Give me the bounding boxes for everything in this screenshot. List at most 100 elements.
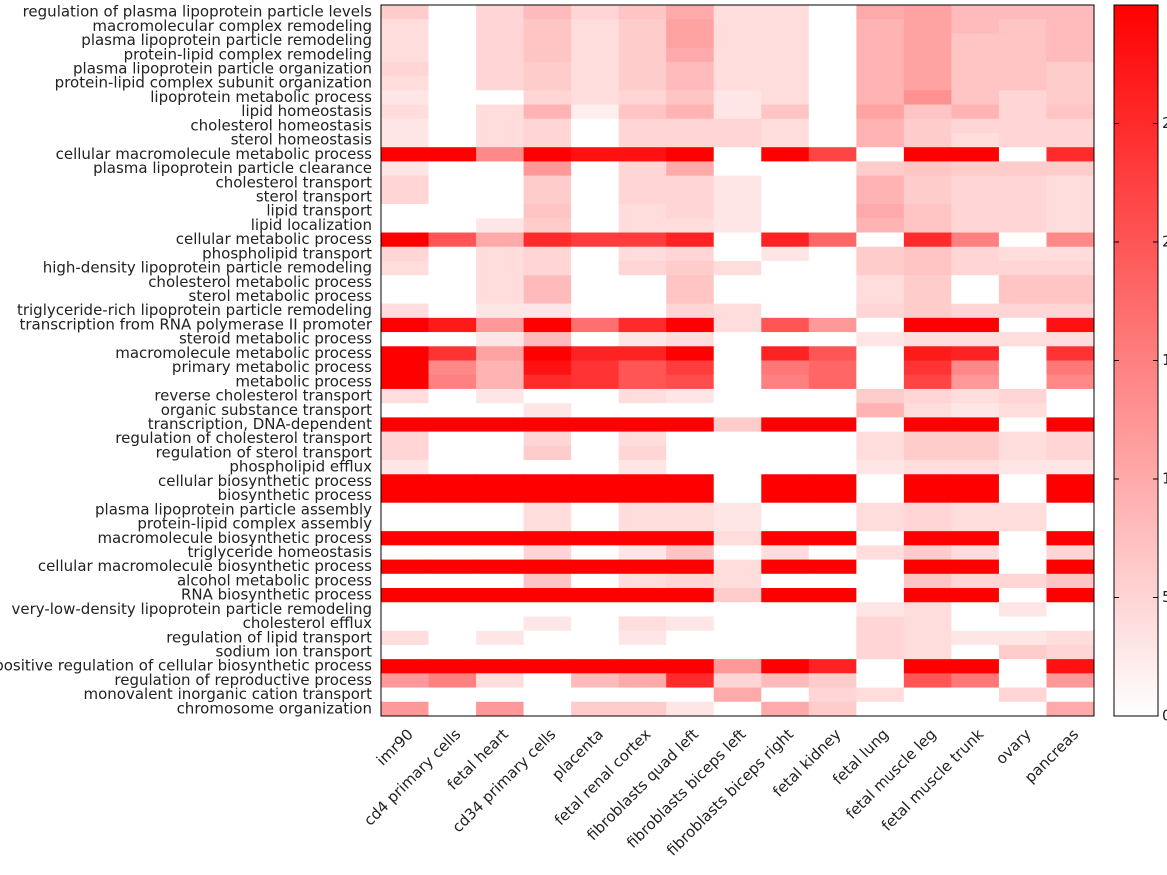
heatmap-cell xyxy=(761,545,810,561)
heatmap-cell xyxy=(476,118,525,134)
heatmap-cell xyxy=(476,516,525,532)
heatmap-cell xyxy=(381,147,430,162)
heatmap-cell xyxy=(761,118,810,134)
heatmap-cell xyxy=(761,19,810,34)
heatmap-cell xyxy=(713,616,762,632)
heatmap-cell xyxy=(666,630,715,646)
heatmap-cell xyxy=(571,431,620,447)
heatmap-cell xyxy=(713,360,762,376)
heatmap-cell xyxy=(998,403,1047,418)
heatmap-cell xyxy=(666,104,715,120)
row-label: regulation of plasma lipoprotein particl… xyxy=(23,3,373,21)
heatmap-cell xyxy=(381,616,430,632)
heatmap-cell xyxy=(856,104,905,120)
heatmap-cell xyxy=(856,360,905,376)
row-label: lipid homeostasis xyxy=(241,102,372,120)
heatmap-cell xyxy=(951,90,1000,106)
heatmap-cell xyxy=(571,332,620,347)
heatmap-cell xyxy=(523,61,572,77)
heatmap-cell xyxy=(666,588,715,603)
heatmap-cell xyxy=(428,502,477,518)
heatmap-cell xyxy=(808,204,857,219)
heatmap-cell xyxy=(761,445,810,461)
heatmap-cell xyxy=(666,502,715,518)
heatmap-cell xyxy=(808,445,857,461)
heatmap-cell xyxy=(618,502,667,518)
heatmap-cell xyxy=(428,76,477,91)
heatmap-cell xyxy=(476,630,525,646)
heatmap-cell xyxy=(381,47,430,63)
heatmap-cell xyxy=(523,673,572,689)
heatmap-cell xyxy=(761,602,810,617)
colorbar-tick-label: 20 xyxy=(1162,233,1167,251)
heatmap-cell xyxy=(618,346,667,361)
heatmap-cell xyxy=(523,502,572,518)
heatmap-cell xyxy=(428,19,477,34)
heatmap-cell xyxy=(903,289,952,305)
heatmap-cell xyxy=(713,232,762,248)
heatmap-cell xyxy=(666,218,715,234)
heatmap-cell xyxy=(571,701,620,717)
heatmap-cell xyxy=(1046,616,1095,632)
heatmap-cell xyxy=(903,104,952,120)
colorbar-tick-label: 0 xyxy=(1162,707,1167,725)
heatmap-cell xyxy=(618,559,667,575)
heatmap-cell xyxy=(903,189,952,205)
heatmap-cell xyxy=(523,161,572,177)
heatmap-cell xyxy=(951,104,1000,120)
heatmap-cell xyxy=(381,289,430,305)
heatmap-cell xyxy=(856,218,905,234)
heatmap-cell xyxy=(1046,460,1095,475)
row-label: sterol homeostasis xyxy=(231,131,372,149)
heatmap-cell xyxy=(1046,5,1095,20)
heatmap-cell xyxy=(523,460,572,475)
heatmap-cell xyxy=(571,33,620,49)
heatmap-cell xyxy=(903,147,952,162)
heatmap-cell xyxy=(666,445,715,461)
heatmap-cell xyxy=(761,76,810,91)
heatmap-cell xyxy=(856,673,905,689)
heatmap-cell xyxy=(666,687,715,703)
heatmap-cell xyxy=(808,630,857,646)
heatmap-cell xyxy=(761,289,810,305)
heatmap-cell xyxy=(951,76,1000,91)
heatmap-cell xyxy=(381,204,430,219)
heatmap-cell xyxy=(998,602,1047,617)
heatmap-cell xyxy=(761,673,810,689)
heatmap-cell xyxy=(381,346,430,361)
heatmap-cell xyxy=(523,232,572,248)
row-label: sterol metabolic process xyxy=(189,287,373,305)
heatmap-cell xyxy=(856,246,905,262)
row-label: regulation of reproductive process xyxy=(114,671,372,689)
heatmap-cell xyxy=(998,5,1047,20)
row-label: transcription from RNA polymerase II pro… xyxy=(20,315,373,333)
heatmap-cell xyxy=(618,659,667,674)
heatmap-cell xyxy=(618,246,667,262)
heatmap-cell xyxy=(903,132,952,148)
heatmap-cell xyxy=(856,374,905,390)
heatmap-cell xyxy=(713,104,762,120)
heatmap-cell xyxy=(428,317,477,333)
heatmap-cell xyxy=(903,161,952,177)
heatmap-cell xyxy=(428,531,477,546)
heatmap-cell xyxy=(713,488,762,504)
heatmap-cell xyxy=(1046,232,1095,248)
heatmap-cell xyxy=(856,545,905,561)
heatmap-cell xyxy=(523,687,572,703)
heatmap-cell xyxy=(666,573,715,589)
heatmap-cell xyxy=(428,104,477,120)
heatmap-cell xyxy=(523,630,572,646)
row-label: cholesterol transport xyxy=(215,173,372,191)
heatmap-cell xyxy=(856,687,905,703)
heatmap-cell xyxy=(761,61,810,77)
heatmap-cell xyxy=(571,360,620,376)
heatmap-cell xyxy=(951,403,1000,418)
heatmap-cell xyxy=(808,317,857,333)
heatmap-cell xyxy=(618,516,667,532)
column-label: ovary xyxy=(992,725,1035,768)
heatmap-cell xyxy=(808,403,857,418)
heatmap-cell xyxy=(951,189,1000,205)
heatmap-cell xyxy=(476,332,525,347)
heatmap-cell xyxy=(761,687,810,703)
heatmap-cell xyxy=(903,218,952,234)
